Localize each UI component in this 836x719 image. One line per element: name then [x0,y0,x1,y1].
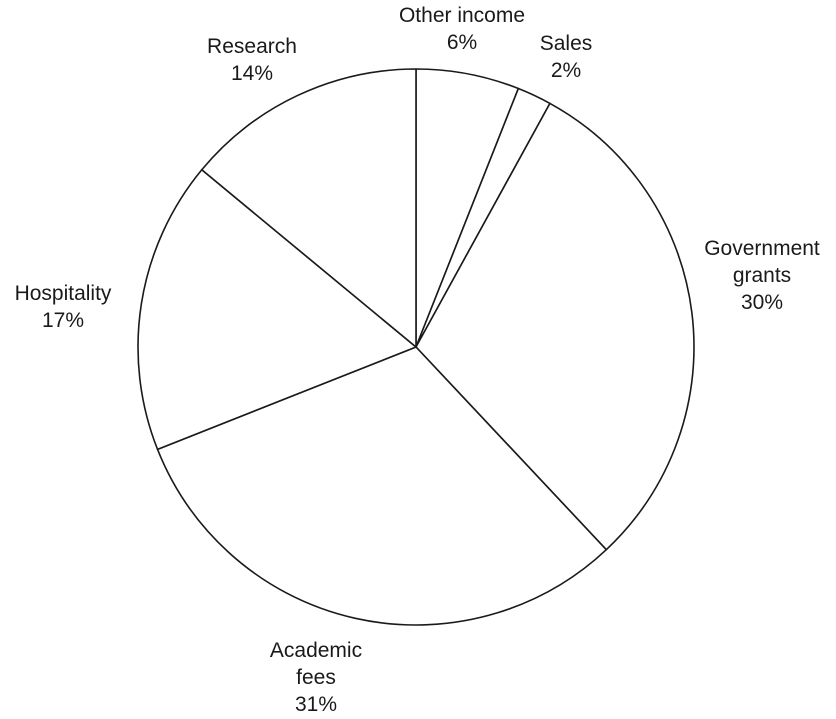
pie-label-name: fees [296,666,336,689]
pie-label-research: Research 14% [207,35,297,85]
pie-label-government-grants: Government grants 30% [704,237,820,314]
pie-label-percent: 30% [741,291,783,314]
pie-label-percent: 17% [42,309,84,332]
pie-label-name: Research [207,35,297,58]
pie-label-sales: Sales 2% [540,32,593,82]
pie-label-name: grants [733,264,791,287]
pie-label-academic-fees: Academic fees 31% [270,639,362,716]
pie-label-percent: 31% [295,693,337,716]
pie-label-percent: 6% [447,31,477,54]
pie-label-name: Government [704,237,820,260]
pie-slices [138,69,694,625]
pie-label-name: Hospitality [15,282,112,305]
pie-label-hospitality: Hospitality 17% [15,282,112,332]
pie-label-other-income: Other income 6% [399,4,525,54]
pie-label-percent: 14% [231,62,273,85]
pie-label-percent: 2% [551,59,581,82]
pie-label-name: Academic [270,639,362,662]
pie-label-name: Other income [399,4,525,27]
pie-label-name: Sales [540,32,593,55]
